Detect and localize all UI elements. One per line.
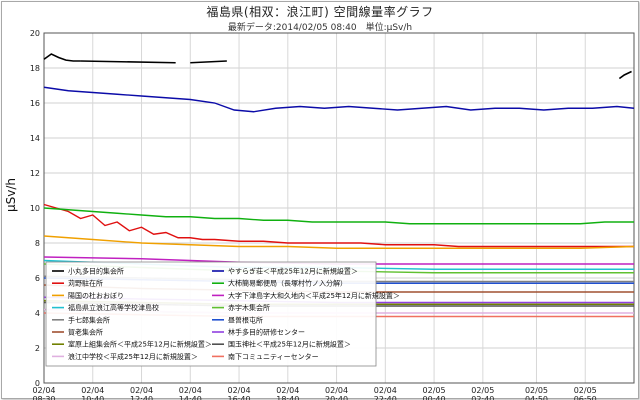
chart-subtitle: 最新データ:2014/02/05 08:40 単位:μSv/h (227, 23, 413, 33)
x-tick-time: 02:40 (471, 395, 494, 400)
y-tick-label: 4 (35, 309, 40, 318)
series-line (43, 207, 634, 225)
y-tick-label: 0 (35, 379, 40, 388)
y-tick-label: 8 (35, 239, 40, 248)
y-tick-label: 20 (30, 29, 40, 38)
x-tick-date: 02/04 (374, 386, 397, 395)
x-tick-time: 00:40 (423, 395, 446, 400)
series-line (43, 235, 635, 249)
legend-label: 南下コミュニティーセンター (228, 352, 319, 361)
legend-label: 赤宇木集会所 (228, 303, 270, 312)
legend-label: やすらぎ荘＜平成25年12月に新規設置＞ (228, 267, 358, 276)
x-tick-date: 02/04 (32, 386, 55, 395)
x-tick-time: 12:40 (130, 395, 153, 400)
legend-label: 昼曽根屯所 (228, 315, 263, 324)
x-tick-time: 10:40 (81, 395, 104, 400)
x-tick-time: 20:40 (325, 395, 348, 400)
x-tick-date: 02/05 (423, 386, 446, 395)
x-tick-date: 02/05 (574, 386, 597, 395)
legend-label: 室原上組集会所＜平成25年12月に新規設置＞ (68, 340, 212, 349)
legend-label: 賀老集会所 (68, 328, 103, 337)
legend-label: 大字下津島字大和久地内＜平成25年12月に新規設置＞ (228, 291, 400, 300)
y-tick-label: 18 (30, 64, 40, 73)
legend-label: 林手多目的研修センター (228, 328, 305, 337)
series-line (43, 53, 81, 62)
series-line (43, 203, 634, 248)
x-tick-date: 02/05 (471, 386, 494, 395)
x-tick-time: 08:30 (32, 395, 55, 400)
y-tick-label: 12 (30, 169, 40, 178)
legend-label: 福島県立浪江高等学校津島校 (68, 303, 159, 312)
series-line (80, 60, 176, 64)
y-tick-label: 2 (35, 344, 40, 353)
legend-box (45, 261, 377, 367)
x-tick-date: 02/04 (276, 386, 299, 395)
legend-label: 苅野駐在所 (68, 279, 103, 288)
series-line (618, 70, 632, 80)
x-tick-date: 02/04 (130, 386, 153, 395)
chart-title: 福島県(相双：浪江町) 空間線量率グラフ (206, 5, 434, 19)
series-line (43, 86, 635, 113)
x-tick-date: 02/05 (525, 386, 548, 395)
x-tick-date: 02/04 (228, 386, 251, 395)
x-tick-time: 16:40 (228, 395, 251, 400)
x-tick-date: 02/04 (81, 386, 104, 395)
x-tick-time: 18:40 (276, 395, 299, 400)
legend-label: 国玉神社＜平成25年12月に新規設置＞ (228, 340, 351, 349)
legend-label: 小丸多目的集会所 (68, 267, 124, 276)
legend-label: 陽国の杜おおぼり (68, 291, 124, 300)
y-tick-label: 14 (30, 134, 40, 143)
series-line (190, 60, 227, 64)
y-tick-label: 10 (30, 204, 40, 213)
x-tick-time: 06:50 (574, 395, 597, 400)
legend-label: 手七郎集会所 (68, 315, 110, 324)
x-tick-date: 02/04 (325, 386, 348, 395)
x-tick-time: 22:40 (374, 395, 397, 400)
x-tick-date: 02/04 (179, 386, 202, 395)
legend-label: 浪江中学校＜平成25年12月に新規設置＞ (68, 352, 198, 361)
x-tick-time: 14:40 (179, 395, 202, 400)
y-tick-label: 16 (30, 99, 40, 108)
legend-label: 大柿簡易郵便局（長塚村竹ノ入分解） (228, 279, 347, 288)
x-tick-time: 04:50 (525, 395, 548, 400)
y-tick-label: 6 (35, 274, 40, 283)
